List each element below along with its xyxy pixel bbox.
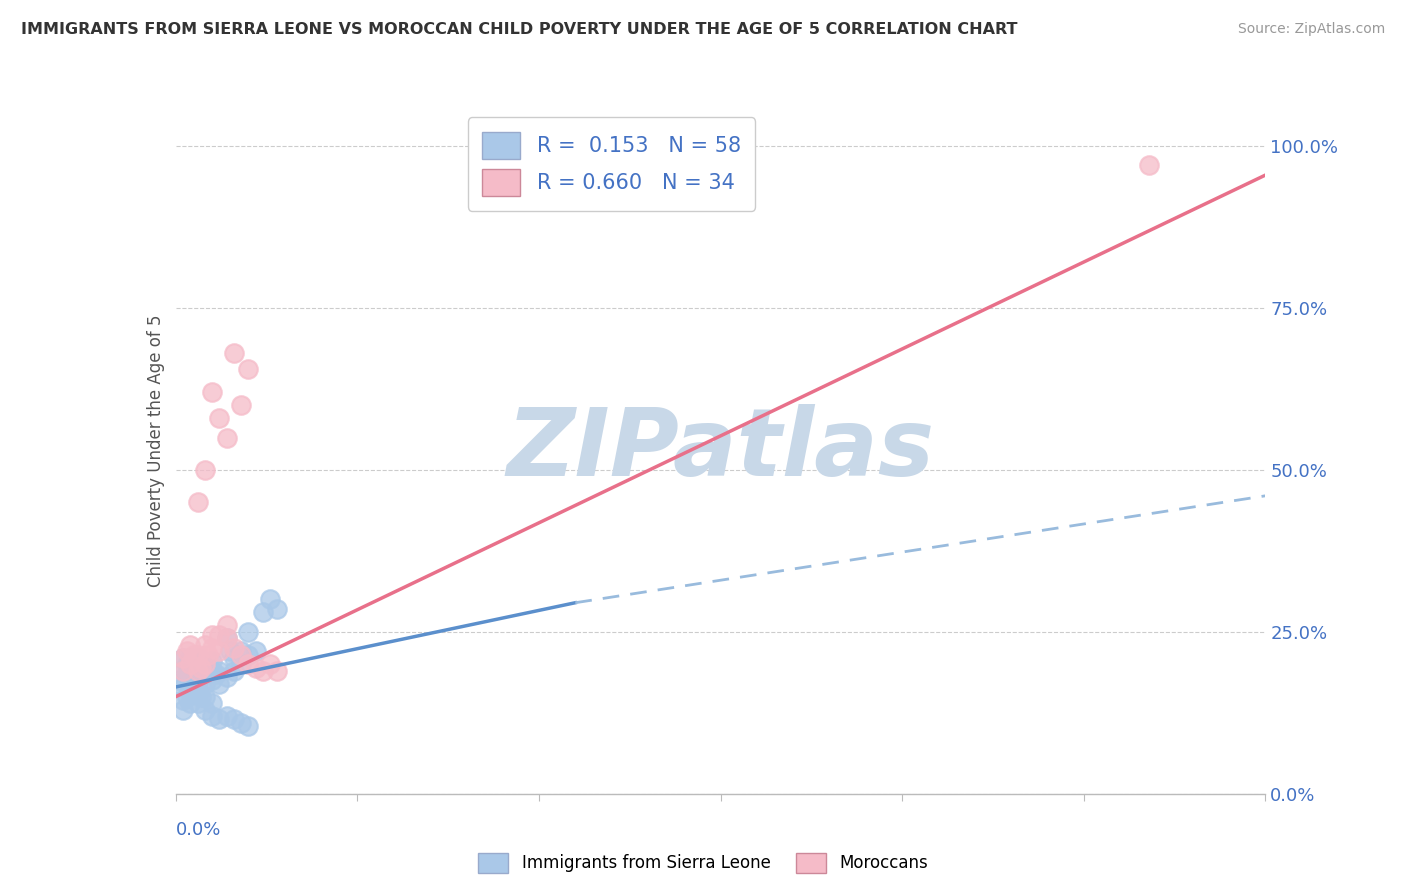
- Point: [190, 657, 212, 672]
- Point: [179, 677, 201, 691]
- Point: [176, 644, 198, 658]
- Point: [172, 680, 194, 694]
- Point: [176, 667, 198, 681]
- Point: [204, 667, 226, 681]
- Point: [183, 657, 205, 672]
- Point: [201, 709, 224, 723]
- Point: [252, 606, 274, 620]
- Point: [179, 650, 201, 665]
- Point: [186, 673, 209, 688]
- Point: [190, 690, 212, 704]
- Point: [231, 657, 253, 672]
- Point: [219, 644, 242, 658]
- Point: [231, 398, 253, 412]
- Point: [194, 638, 217, 652]
- Point: [176, 690, 198, 704]
- Point: [222, 664, 245, 678]
- Point: [194, 677, 217, 691]
- Point: [172, 650, 194, 665]
- Point: [215, 632, 238, 646]
- Point: [186, 650, 209, 665]
- Point: [215, 670, 238, 684]
- Point: [186, 696, 209, 710]
- Point: [238, 624, 260, 639]
- Point: [201, 385, 224, 400]
- Point: [222, 346, 245, 360]
- Point: [194, 667, 217, 681]
- Point: [208, 411, 231, 425]
- Point: [201, 664, 224, 678]
- Point: [197, 664, 219, 678]
- Point: [179, 657, 201, 672]
- Point: [194, 703, 217, 717]
- Point: [222, 650, 245, 665]
- Point: [190, 660, 212, 674]
- Text: 0.0%: 0.0%: [176, 822, 221, 839]
- Point: [190, 667, 212, 681]
- Point: [179, 683, 201, 698]
- Point: [238, 657, 260, 672]
- Point: [245, 644, 267, 658]
- Point: [194, 690, 217, 704]
- Legend: R =  0.153   N = 58, R = 0.660   N = 34: R = 0.153 N = 58, R = 0.660 N = 34: [468, 118, 755, 211]
- Point: [238, 648, 260, 662]
- Point: [231, 715, 253, 730]
- Point: [194, 463, 217, 477]
- Point: [169, 673, 191, 688]
- Point: [238, 362, 260, 376]
- Point: [186, 664, 209, 678]
- Point: [172, 703, 194, 717]
- Point: [172, 650, 194, 665]
- Point: [208, 644, 231, 658]
- Point: [194, 657, 217, 672]
- Point: [179, 664, 201, 678]
- Point: [179, 696, 201, 710]
- Point: [259, 657, 281, 672]
- Point: [186, 648, 209, 662]
- Point: [215, 709, 238, 723]
- Point: [172, 664, 194, 678]
- Point: [231, 644, 253, 658]
- Point: [245, 660, 267, 674]
- Point: [176, 657, 198, 672]
- Point: [201, 673, 224, 688]
- Point: [186, 683, 209, 698]
- Point: [266, 664, 288, 678]
- Point: [183, 686, 205, 700]
- Legend: Immigrants from Sierra Leone, Moroccans: Immigrants from Sierra Leone, Moroccans: [471, 847, 935, 880]
- Point: [208, 628, 231, 642]
- Text: IMMIGRANTS FROM SIERRA LEONE VS MOROCCAN CHILD POVERTY UNDER THE AGE OF 5 CORREL: IMMIGRANTS FROM SIERRA LEONE VS MOROCCAN…: [21, 22, 1018, 37]
- Point: [186, 664, 209, 678]
- Point: [208, 677, 231, 691]
- Point: [1137, 158, 1160, 172]
- Point: [186, 495, 209, 509]
- Point: [201, 641, 224, 656]
- Point: [172, 693, 194, 707]
- Point: [172, 664, 194, 678]
- Point: [215, 430, 238, 444]
- Point: [201, 654, 224, 668]
- Point: [179, 638, 201, 652]
- Text: Source: ZipAtlas.com: Source: ZipAtlas.com: [1237, 22, 1385, 37]
- Point: [259, 592, 281, 607]
- Point: [183, 648, 205, 662]
- Text: ZIPatlas: ZIPatlas: [506, 404, 935, 497]
- Y-axis label: Child Poverty Under the Age of 5: Child Poverty Under the Age of 5: [146, 314, 165, 587]
- Point: [201, 696, 224, 710]
- Point: [186, 683, 209, 698]
- Point: [183, 670, 205, 684]
- Point: [215, 618, 238, 632]
- Point: [208, 712, 231, 726]
- Point: [208, 664, 231, 678]
- Point: [194, 657, 217, 672]
- Point: [252, 664, 274, 678]
- Point: [231, 648, 253, 662]
- Point: [238, 719, 260, 733]
- Point: [222, 641, 245, 656]
- Point: [201, 628, 224, 642]
- Point: [215, 632, 238, 646]
- Point: [197, 648, 219, 662]
- Point: [222, 712, 245, 726]
- Point: [266, 602, 288, 616]
